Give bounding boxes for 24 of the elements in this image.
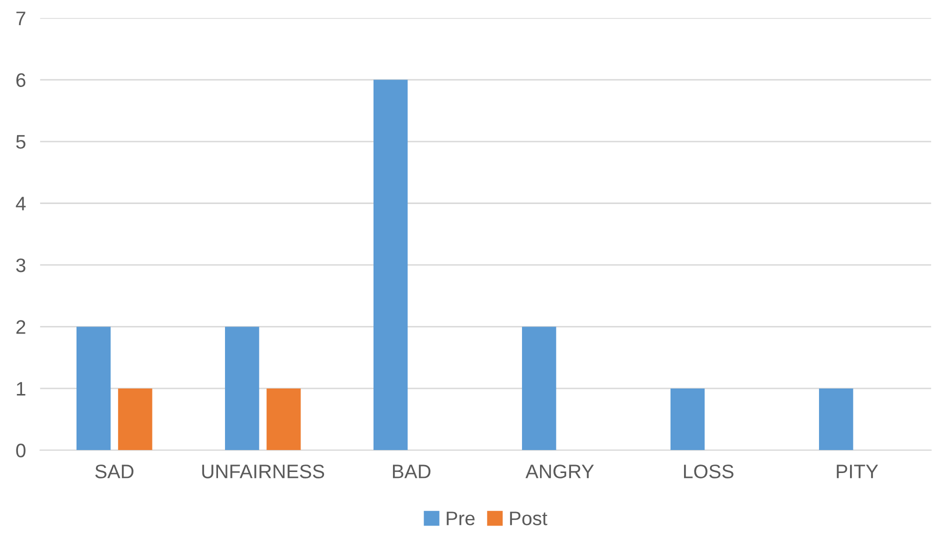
bar xyxy=(266,388,301,450)
bar xyxy=(118,388,152,450)
bar xyxy=(76,326,111,450)
legend-label: Post xyxy=(510,512,548,526)
y-tick-label: 6 xyxy=(16,73,26,88)
bar xyxy=(374,80,408,450)
x-tick-label: ANGRY xyxy=(526,464,594,478)
bar xyxy=(225,326,260,450)
bar xyxy=(819,388,854,450)
y-tick-label: 3 xyxy=(16,258,26,272)
y-tick-label: 5 xyxy=(16,135,26,149)
y-tick-label: 2 xyxy=(16,320,26,334)
y-tick-label: 0 xyxy=(16,444,26,458)
x-tick-label: UNFAIRNESS xyxy=(202,464,324,478)
x-tick-label: SAD xyxy=(95,464,134,478)
x-tick-label: LOSS xyxy=(684,464,734,478)
x-tick-label: PITY xyxy=(836,464,878,478)
y-tick-label: 1 xyxy=(16,382,26,396)
x-tick-label: BAD xyxy=(392,464,430,478)
legend-label: Pre xyxy=(446,512,475,526)
y-tick-label: 4 xyxy=(16,196,26,210)
y-tick-label: 7 xyxy=(16,12,26,26)
bar xyxy=(670,388,705,450)
bar xyxy=(522,326,556,450)
